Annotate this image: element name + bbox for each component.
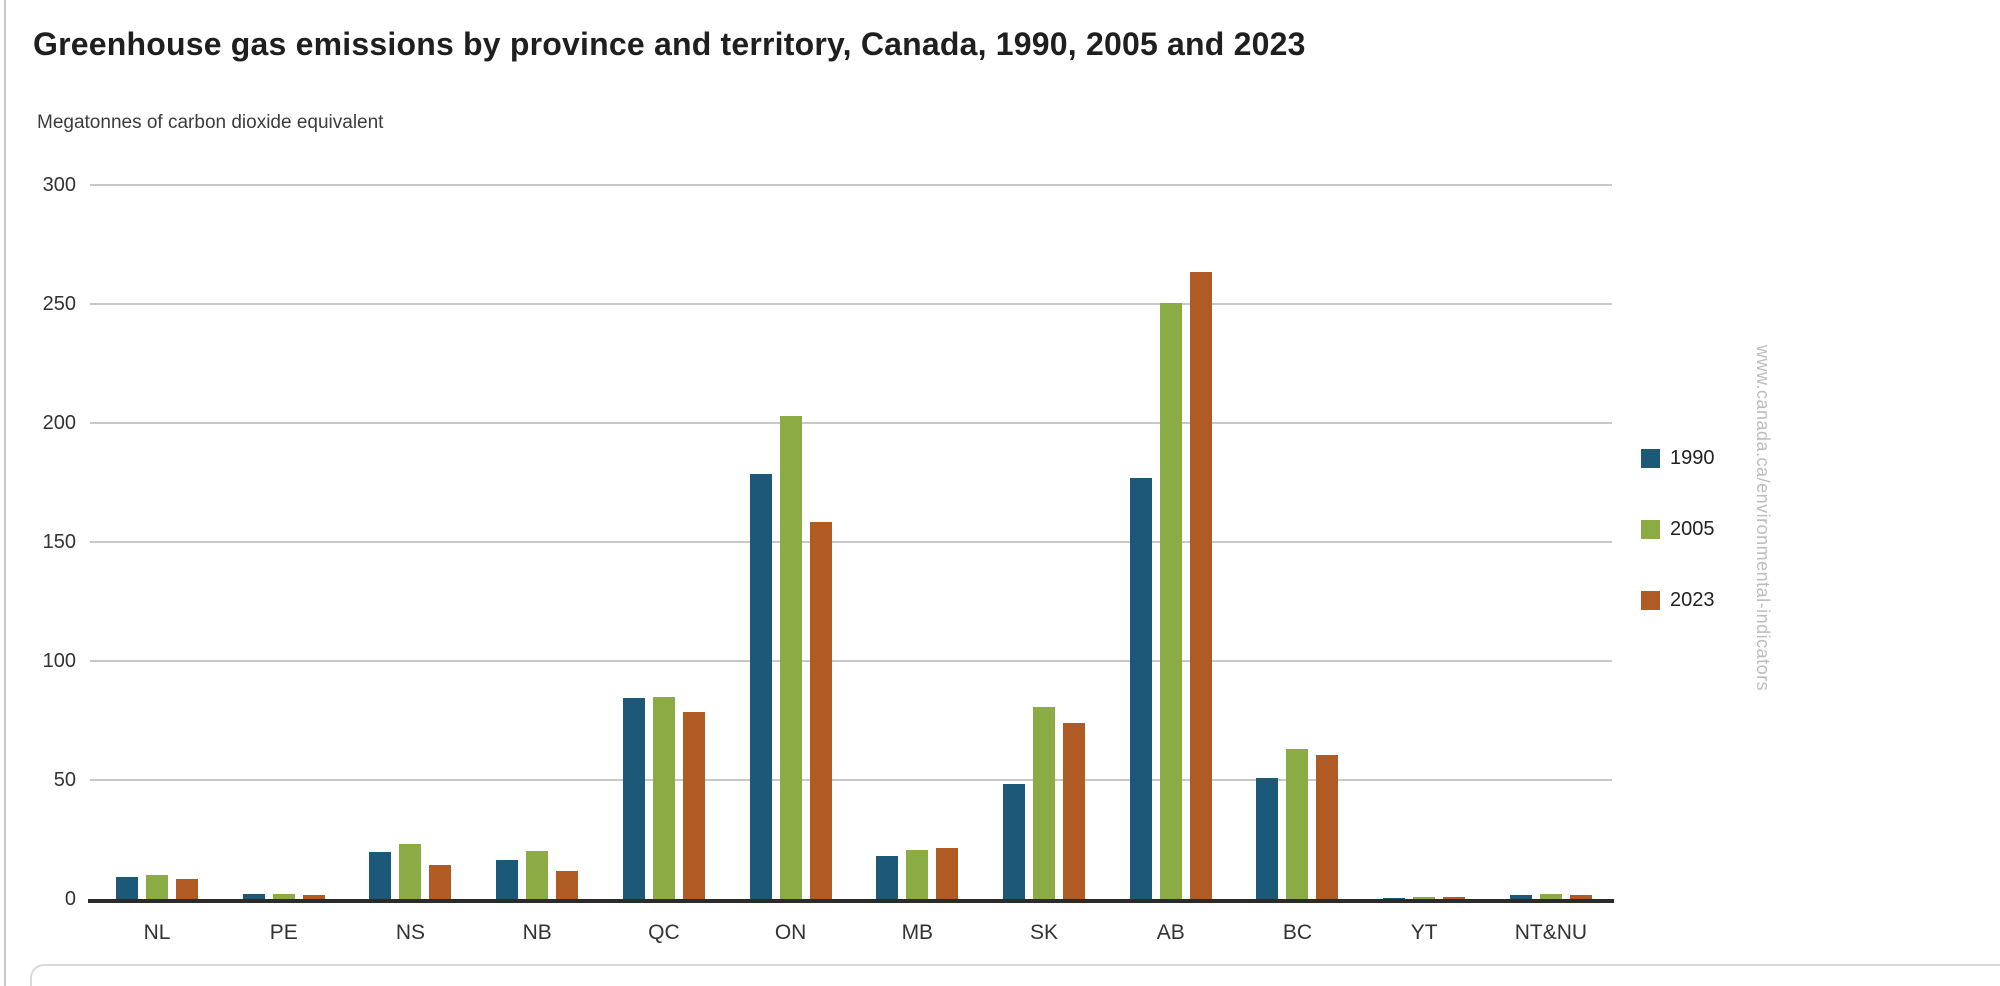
bar-yt-2005[interactable] [1413,897,1436,899]
bar-nl-1990[interactable] [116,876,138,899]
bar-pe-2005[interactable] [272,893,295,899]
legend-swatch-2023 [1641,590,1660,610]
bar-qc-2005[interactable] [652,697,675,899]
bar-ntandnu-2005[interactable] [1539,894,1562,899]
legend-swatch-2005 [1641,519,1660,539]
bar-nb-2005[interactable] [526,851,549,899]
gridline-200 [90,422,1612,424]
bar-yt-2023[interactable] [1443,897,1466,899]
bar-yt-1990[interactable] [1383,897,1406,899]
y-tick-label-100: 100 [42,650,76,672]
legend-item-1990[interactable]: 1990 [1641,446,1715,470]
bar-nl-2023[interactable] [176,879,198,899]
y-tick-label-200: 200 [42,412,76,434]
x-category-label-mb: MB [901,921,934,944]
bar-ntandnu-2023[interactable] [1569,895,1592,899]
legend-label-1990: 1990 [1670,446,1715,469]
bar-pe-2023[interactable] [302,895,325,899]
x-category-label-nl: NL [143,921,171,944]
bar-sk-2005[interactable] [1033,707,1056,899]
legend-item-2005[interactable]: 2005 [1641,517,1715,541]
bar-on-1990[interactable] [749,473,772,899]
gridline-100 [90,660,1612,662]
bar-nb-1990[interactable] [496,860,519,899]
x-category-label-qc: QC [648,921,680,944]
bar-qc-1990[interactable] [622,698,645,899]
bar-ns-1990[interactable] [369,852,392,899]
bar-bc-1990[interactable] [1256,777,1279,899]
bar-sk-1990[interactable] [1003,783,1026,899]
legend-label-2005: 2005 [1670,517,1715,540]
bar-nl-2005[interactable] [146,874,168,899]
bar-sk-2023[interactable] [1063,723,1086,899]
bar-nb-2023[interactable] [556,871,579,899]
bar-pe-1990[interactable] [242,894,265,899]
gridline-300 [90,184,1612,186]
bar-qc-2023[interactable] [682,712,705,899]
bar-mb-2023[interactable] [936,847,959,899]
bar-bc-2023[interactable] [1316,755,1339,899]
x-axis-line [88,899,1614,903]
bar-on-2023[interactable] [809,521,832,899]
bar-mb-1990[interactable] [876,855,899,899]
x-category-label-ab: AB [1156,921,1185,944]
x-category-label-pe: PE [269,921,298,944]
x-category-label-on: ON [774,921,807,944]
x-category-label-ns: NS [395,921,426,944]
bar-ntandnu-1990[interactable] [1509,895,1532,899]
chart-unit-label: Megatonnes of carbon dioxide equivalent [37,112,384,133]
bar-ab-2023[interactable] [1189,271,1212,899]
chart-legend: 1990 2005 2023 [1641,446,1715,659]
gridline-50 [90,779,1612,781]
gridline-150 [90,541,1612,543]
x-category-label-bc: BC [1282,921,1313,944]
x-category-label-nb: NB [522,921,552,944]
bar-ab-1990[interactable] [1129,478,1152,899]
y-tick-label-0: 0 [64,888,76,910]
bottom-section-panel [30,964,2000,986]
bar-mb-2005[interactable] [906,850,929,899]
bar-on-2005[interactable] [779,416,802,899]
x-category-label-yt: YT [1410,921,1438,944]
legend-item-2023[interactable]: 2023 [1641,588,1715,612]
bar-ns-2023[interactable] [429,865,452,899]
legend-swatch-1990 [1641,448,1660,468]
plot-area: 0 50 100 150 200 250 300 NL PE NS NB QC ON MB SK AB BC YT… [43,174,1614,944]
watermark-text: www.canada.ca/environmental-indicators [1753,345,1773,692]
x-category-label-sk: SK [1030,921,1059,944]
gridline-250 [90,303,1612,305]
y-tick-label-250: 250 [42,293,76,315]
y-tick-label-50: 50 [53,769,76,791]
page-left-border [4,0,6,986]
x-category-label-ntandnu: NT&NU [1514,921,1588,944]
bar-ns-2005[interactable] [399,843,422,899]
bar-ab-2005[interactable] [1159,303,1182,899]
y-tick-label-300: 300 [42,174,76,196]
y-tick-label-150: 150 [42,531,76,553]
legend-label-2023: 2023 [1670,588,1715,611]
bar-bc-2005[interactable] [1286,749,1309,899]
chart-title: Greenhouse gas emissions by province and… [33,26,1306,62]
